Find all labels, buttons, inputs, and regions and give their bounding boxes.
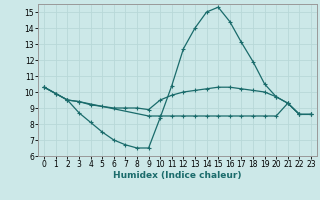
X-axis label: Humidex (Indice chaleur): Humidex (Indice chaleur) [113, 171, 242, 180]
